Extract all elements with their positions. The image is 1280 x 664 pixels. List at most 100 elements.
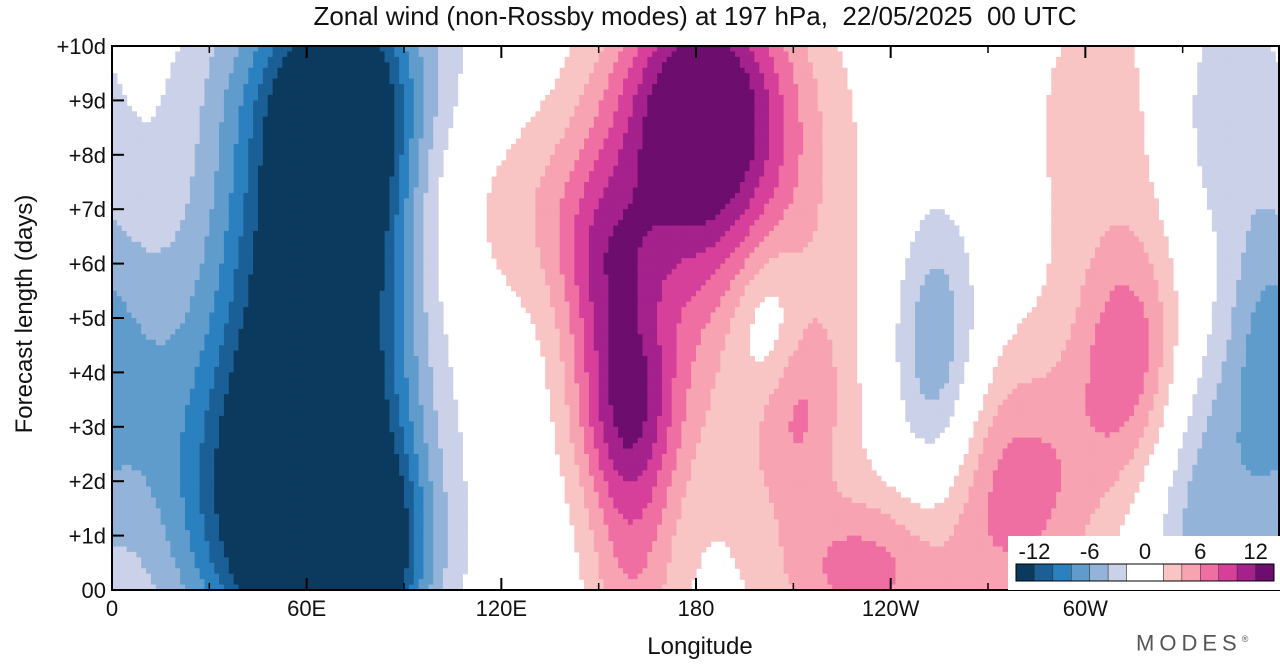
field-cell [822,116,828,123]
field-cell [793,133,799,140]
field-cell [258,176,264,183]
field-cell [1260,67,1266,74]
field-cell [657,94,663,101]
field-cell [311,111,317,118]
field-cell [710,73,717,80]
field-cell [1241,160,1247,167]
field-cell [1134,133,1140,140]
field-cell [1080,192,1086,199]
field-cell [223,143,230,150]
field-cell [243,111,249,118]
field-cell [365,127,371,134]
field-cell [1241,94,1247,101]
field-cell [1202,84,1208,91]
field-cell [793,171,799,178]
field-cell [321,116,327,123]
field-cell [764,133,770,140]
field-cell [355,171,361,178]
field-cell [258,192,264,199]
field-cell [696,100,702,107]
field-cell [374,203,381,210]
field-cell [1075,105,1082,112]
field-cell [112,84,118,91]
field-cell [827,84,833,91]
field-cell [350,100,356,107]
field-cell [1090,154,1096,161]
field-cell [491,192,498,199]
field-cell [613,94,619,101]
field-cell [837,160,843,167]
field-cell [306,78,313,85]
field-cell [1207,138,1213,145]
field-cell [603,51,609,58]
field-cell [598,187,605,194]
field-cell [365,133,371,140]
field-cell [1226,176,1232,183]
field-cell [399,198,405,205]
field-cell [1221,182,1228,189]
field-cell [428,62,434,69]
field-cell [749,171,755,178]
field-cell [627,165,634,172]
field-cell [360,78,366,85]
field-cell [661,171,668,178]
field-cell [340,165,347,172]
field-cell [238,46,244,53]
field-cell [141,176,147,183]
field-cell [1104,198,1111,205]
field-cell [1275,133,1280,140]
field-cell [1129,171,1135,178]
field-cell [374,160,381,167]
field-cell [292,116,298,123]
field-cell [374,84,381,91]
field-cell [452,67,459,74]
field-cell [807,56,814,63]
field-cell [170,122,176,129]
field-cell [734,171,741,178]
field-cell [511,160,517,167]
field-cell [559,67,566,74]
field-cell [525,171,532,178]
field-cell [511,143,517,150]
field-cell [223,46,230,53]
field-cell [141,154,147,161]
field-cell [666,62,673,69]
field-cell [525,176,532,183]
field-cell [559,143,566,150]
field-cell [204,176,210,183]
field-cell [652,122,658,129]
field-cell [326,62,332,69]
field-cell [180,67,186,74]
field-cell [623,192,629,199]
field-cell [204,182,210,189]
field-cell [413,67,420,74]
field-cell [734,160,741,167]
field-cell [817,198,824,205]
field-cell [1070,116,1077,123]
field-cell [812,127,819,134]
field-cell [326,51,332,58]
field-cell [632,138,639,145]
field-cell [671,116,678,123]
field-cell [311,67,317,74]
field-cell [1202,182,1208,189]
field-cell [1231,62,1237,69]
field-cell [1075,165,1082,172]
field-cell [214,203,220,210]
field-cell [734,62,741,69]
field-cell [788,149,794,156]
field-cell [598,100,605,107]
field-cell [817,94,824,101]
field-cell [228,94,235,101]
field-cell [238,192,244,199]
field-cell [1090,127,1096,134]
field-cell [326,111,332,118]
field-cell [705,73,712,80]
field-cell [807,154,814,161]
field-cell [399,133,405,140]
field-cell [676,84,682,91]
field-cell [1202,62,1208,69]
field-cell [379,198,386,205]
field-cell [316,127,322,134]
field-cell [112,78,118,85]
